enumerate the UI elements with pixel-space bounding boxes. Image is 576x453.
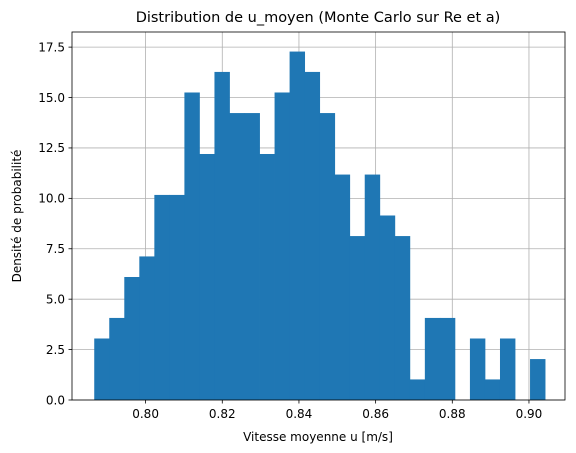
histogram-bar <box>244 113 260 400</box>
x-axis-label: Vitesse moyenne u [m/s] <box>243 430 393 444</box>
y-tick-label: 0.0 <box>46 393 65 407</box>
histogram-bar <box>319 113 336 400</box>
y-tick-label: 12.5 <box>38 141 65 155</box>
histogram-bars <box>94 51 546 401</box>
histogram-bar <box>184 92 200 400</box>
y-axis-label: Densité de probabilité <box>10 150 24 283</box>
histogram-bar <box>169 194 185 400</box>
histogram-bar <box>109 317 125 400</box>
y-tick-label: 15.0 <box>38 91 65 105</box>
x-tick-label: 0.90 <box>516 407 543 421</box>
histogram-bar <box>424 317 441 400</box>
histogram-bar <box>229 113 245 400</box>
x-tick-label: 0.88 <box>439 407 466 421</box>
histogram-bar <box>349 236 366 400</box>
y-axis-ticks: 0.0 2.5 5.0 7.5 10.0 12.5 15.0 17.5 <box>38 40 72 407</box>
histogram-bar <box>124 276 140 400</box>
y-tick-label: 2.5 <box>46 343 65 357</box>
histogram-bar <box>304 71 321 400</box>
histogram-bar <box>364 174 381 400</box>
histogram-bar <box>530 359 546 400</box>
y-tick-label: 17.5 <box>38 40 65 54</box>
histogram-bar <box>94 338 110 400</box>
y-tick-label: 5.0 <box>46 292 65 306</box>
histogram-bar <box>289 51 306 401</box>
histogram-bar <box>154 194 170 400</box>
histogram-bar <box>139 256 155 400</box>
histogram-bar <box>499 338 516 400</box>
chart-title: Distribution de u_moyen (Monte Carlo sur… <box>136 10 501 26</box>
x-tick-label: 0.82 <box>209 407 236 421</box>
y-tick-label: 7.5 <box>46 242 65 256</box>
plot-frame <box>71 31 566 401</box>
histogram-bar <box>439 317 456 400</box>
histogram-bar <box>394 236 411 400</box>
x-tick-label: 0.84 <box>286 407 313 421</box>
y-tick-label: 10.0 <box>38 192 65 206</box>
x-axis-ticks: 0.80 0.82 0.84 0.86 0.88 0.90 <box>132 400 542 421</box>
histogram-bar <box>214 71 230 400</box>
histogram-bar <box>199 153 215 400</box>
histogram-bar <box>379 215 396 400</box>
histogram-bar <box>259 153 275 400</box>
histogram-bar <box>409 379 426 400</box>
x-tick-label: 0.86 <box>362 407 389 421</box>
histogram-bar <box>484 379 501 400</box>
histogram-bar <box>274 92 290 400</box>
histogram-bar <box>469 338 486 400</box>
histogram-bar <box>334 174 351 400</box>
x-tick-label: 0.80 <box>132 407 159 421</box>
